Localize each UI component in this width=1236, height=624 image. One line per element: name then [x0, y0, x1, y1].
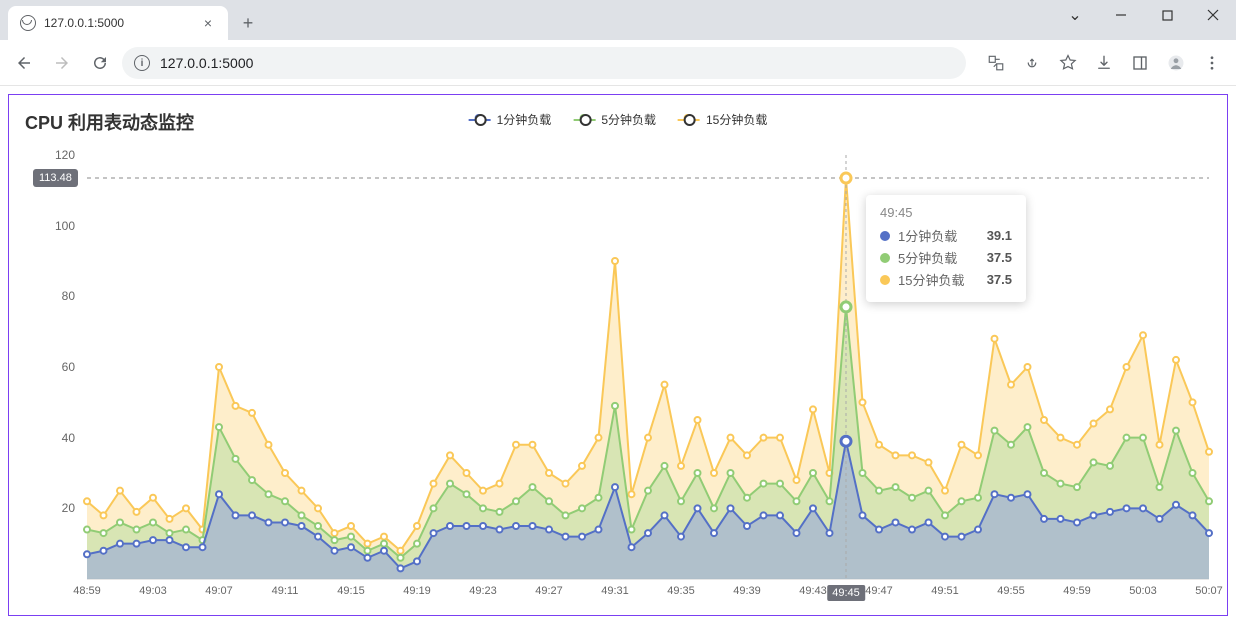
forward-button[interactable]	[46, 47, 78, 79]
chart-tooltip: 49:45 1分钟负载39.1 5分钟负载37.5 15分钟负载37.5	[866, 195, 1026, 302]
globe-icon	[20, 15, 36, 31]
x-tick: 49:51	[931, 585, 959, 597]
tab-strip: 127.0.0.1:5000 × + ⌄	[0, 0, 1236, 40]
y-tick: 100	[55, 219, 75, 233]
x-tick: 49:55	[997, 585, 1025, 597]
x-tick: 49:15	[337, 585, 365, 597]
url-text: 127.0.0.1:5000	[160, 55, 253, 71]
site-info-icon[interactable]: i	[134, 55, 150, 71]
new-tab-button[interactable]: +	[234, 9, 262, 37]
tab-title: 127.0.0.1:5000	[44, 16, 124, 30]
tooltip-row: 1分钟负载39.1	[880, 226, 1012, 245]
x-tick: 49:35	[667, 585, 695, 597]
chart-svg	[87, 155, 1209, 579]
legend-item[interactable]: 1分钟负载	[469, 111, 552, 128]
y-tick: 120	[55, 148, 75, 162]
browser-chrome: 127.0.0.1:5000 × + ⌄ i 127.0.0.1:5000	[0, 0, 1236, 86]
menu-icon[interactable]	[1196, 47, 1228, 79]
legend-item[interactable]: 5分钟负载	[573, 111, 656, 128]
legend-item[interactable]: 15分钟负载	[678, 111, 767, 128]
panel-icon[interactable]	[1124, 47, 1156, 79]
bookmark-icon[interactable]	[1052, 47, 1084, 79]
chart-plot[interactable]	[87, 155, 1209, 579]
cpu-chart-card: CPU 利用表动态监控 1分钟负载 5分钟负载 15分钟负载 20 40 60 80 100…	[8, 94, 1228, 616]
chart-legend: 1分钟负载 5分钟负载 15分钟负载	[469, 111, 768, 128]
x-tick: 49:39	[733, 585, 761, 597]
tooltip-row: 15分钟负载37.5	[880, 270, 1012, 289]
x-tick: 49:59	[1063, 585, 1091, 597]
address-bar[interactable]: i 127.0.0.1:5000	[122, 47, 966, 79]
close-tab-icon[interactable]: ×	[200, 15, 216, 31]
browser-toolbar: i 127.0.0.1:5000	[0, 40, 1236, 86]
maximize-button[interactable]	[1144, 0, 1190, 30]
y-tick: 80	[62, 289, 75, 303]
back-button[interactable]	[8, 47, 40, 79]
x-tick: 50:07	[1195, 585, 1223, 597]
y-tick: 20	[62, 501, 75, 515]
x-tick: 49:31	[601, 585, 629, 597]
x-tick: 48:59	[73, 585, 101, 597]
max-value-badge: 113.48	[33, 169, 78, 187]
download-icon[interactable]	[1088, 47, 1120, 79]
page-content: CPU 利用表动态监控 1分钟负载 5分钟负载 15分钟负载 20 40 60 80 100…	[0, 86, 1236, 624]
x-tick: 50:03	[1129, 585, 1157, 597]
y-tick: 40	[62, 431, 75, 445]
tab-overflow-icon[interactable]: ⌄	[1052, 0, 1098, 30]
profile-icon[interactable]	[1160, 47, 1192, 79]
browser-tab[interactable]: 127.0.0.1:5000 ×	[8, 6, 228, 40]
x-tick: 49:19	[403, 585, 431, 597]
x-tick: 49:07	[205, 585, 233, 597]
x-tick: 49:23	[469, 585, 497, 597]
y-axis: 20406080100120	[9, 155, 87, 579]
reload-button[interactable]	[84, 47, 116, 79]
close-window-button[interactable]	[1190, 0, 1236, 30]
share-icon[interactable]	[1016, 47, 1048, 79]
x-axis: 48:5949:0349:0749:1149:1549:1949:2349:27…	[87, 583, 1209, 603]
tooltip-title: 49:45	[880, 205, 1012, 220]
translate-icon[interactable]	[980, 47, 1012, 79]
x-tick: 49:47	[865, 585, 893, 597]
crosshair-x-label: 49:45	[827, 585, 865, 601]
x-tick: 49:03	[139, 585, 167, 597]
x-tick: 49:11	[272, 585, 299, 597]
minimize-button[interactable]	[1098, 0, 1144, 30]
window-controls: ⌄	[1052, 0, 1236, 40]
x-tick: 49:27	[535, 585, 563, 597]
x-tick: 49:43	[799, 585, 827, 597]
chart-title: CPU 利用表动态监控	[25, 109, 194, 135]
tooltip-row: 5分钟负载37.5	[880, 248, 1012, 267]
y-tick: 60	[62, 360, 75, 374]
